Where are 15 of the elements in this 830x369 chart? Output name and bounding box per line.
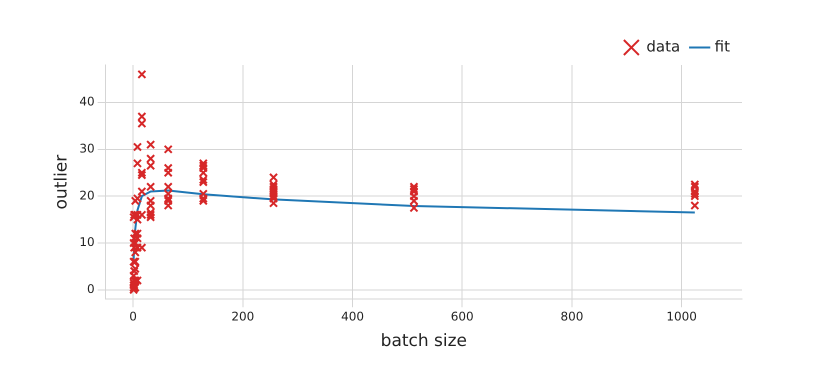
- x-tick-label: 0: [129, 310, 137, 324]
- x-tick-label: 600: [450, 310, 474, 324]
- x-tick-label: 800: [560, 310, 584, 324]
- y-tick-label: 10: [79, 235, 95, 250]
- y-tick-label: 40: [79, 94, 95, 109]
- y-tick-label: 20: [79, 188, 95, 202]
- y-tick-label: 30: [79, 141, 95, 156]
- x-tick-label: 200: [231, 310, 254, 324]
- y-tick-label: 0: [87, 282, 95, 296]
- legend-label: data: [646, 37, 680, 56]
- x-tick-label: 400: [341, 310, 364, 324]
- x-tick-label: 1000: [666, 310, 697, 324]
- y-axis-title: outlier: [52, 154, 72, 210]
- legend-label: fit: [714, 37, 730, 56]
- x-axis-title: batch size: [380, 331, 468, 352]
